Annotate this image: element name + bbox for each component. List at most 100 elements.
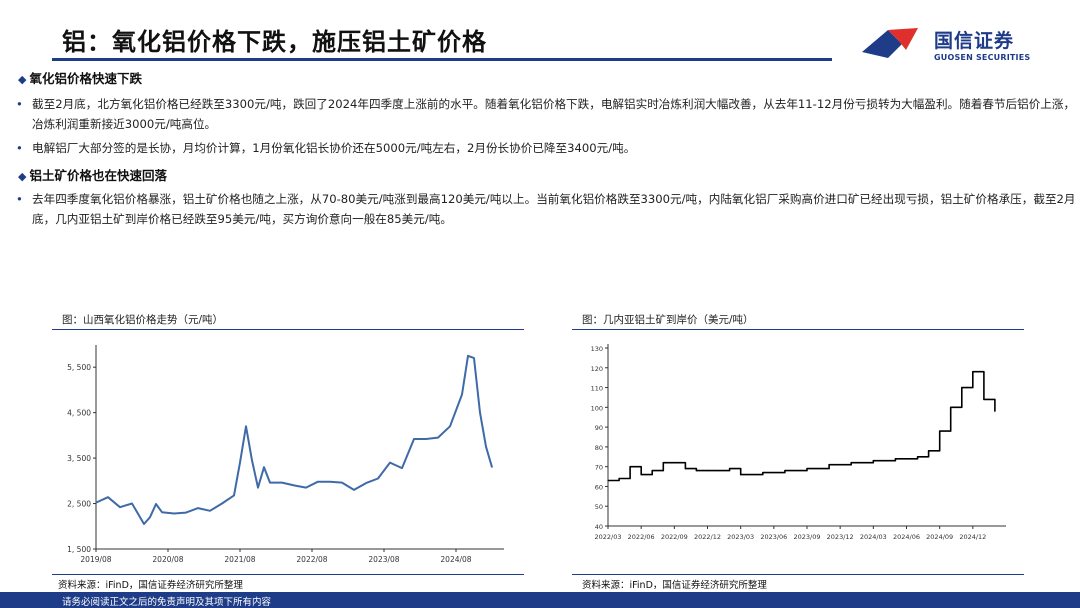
data-point: [341, 482, 343, 484]
data-point: [197, 507, 199, 509]
data-point: [185, 512, 187, 514]
bullet-dot-icon: •: [16, 192, 23, 206]
data-point: [939, 430, 941, 432]
left-chart-title-rule: [52, 329, 524, 330]
data-point: [425, 438, 427, 440]
data-point: [149, 516, 151, 518]
y-tick-label: 80: [595, 444, 603, 452]
data-point: [119, 506, 121, 508]
x-tick-label: 2022/06: [628, 533, 655, 541]
x-tick-label: 2024/09: [926, 533, 953, 541]
data-point: [377, 477, 379, 480]
x-tick-label: 2022/08: [296, 555, 327, 564]
footer-disclaimer: 请务必阅读正文之后的免责声明及其项下所有内容: [62, 597, 272, 608]
data-point: [131, 502, 133, 505]
data-point: [305, 487, 307, 489]
data-point: [917, 456, 919, 458]
data-point: [784, 470, 786, 472]
y-tick-label: 70: [595, 464, 603, 472]
data-point: [161, 511, 163, 513]
data-point: [640, 474, 642, 476]
data-point: [461, 393, 463, 396]
data-point: [251, 459, 253, 461]
bullet-text: 去年四季度氧化铝价格暴涨，铝土矿价格也随之上涨，从70-80美元/吨涨到最高12…: [32, 192, 1076, 226]
data-point: [718, 470, 720, 472]
data-point: [872, 460, 874, 462]
data-point: [618, 477, 620, 480]
y-tick-label: 4, 500: [67, 409, 91, 418]
data-point: [729, 468, 731, 470]
data-point: [828, 464, 830, 466]
page-title: 铝：氧化铝价格下跌，施压铝土矿价格: [62, 28, 487, 56]
data-point: [293, 484, 295, 486]
bullet-paragraph: • 截至2月底，北方氧化铝价格已经跌至3300元/吨，跌回了2024年四季度上涨…: [16, 94, 1076, 134]
data-point: [491, 466, 493, 468]
diamond-bullet-icon: ◆: [18, 170, 27, 183]
data-point: [972, 371, 974, 373]
data-point: [662, 462, 664, 464]
y-tick-label: 2, 500: [67, 500, 91, 509]
section-heading-text: 铝土矿价格也在快速回落: [29, 168, 167, 183]
data-point: [762, 472, 764, 474]
right-chart-title-rule: [572, 329, 1024, 330]
right-chart-source: 资料来源：iFinD，国信证券经济研究所整理: [582, 580, 767, 591]
data-point: [95, 502, 97, 504]
section-heading: ◆ 铝土矿价格也在快速回落: [18, 165, 167, 184]
left-source-rule: [52, 574, 524, 575]
y-tick-label: 60: [595, 483, 603, 491]
x-tick-label: 2023/08: [368, 555, 399, 564]
x-tick-label: 2024/08: [440, 555, 471, 564]
logo-name: 国信证券: [934, 30, 1015, 52]
x-tick-label: 2023/12: [827, 533, 854, 541]
y-tick-label: 90: [595, 424, 603, 432]
bullet-text: 截至2月底，北方氧化铝价格已经跌至3300元/吨，跌回了2024年四季度上涨前的…: [32, 97, 1076, 131]
data-point: [239, 462, 241, 464]
data-point: [281, 482, 283, 484]
series-line: [95, 354, 493, 525]
data-point: [317, 481, 319, 483]
data-point: [651, 470, 653, 472]
x-tick-label: 2023/03: [727, 533, 754, 541]
data-point: [983, 398, 985, 400]
data-point: [961, 387, 963, 389]
right-chart-title: 图：几内亚铝土矿到岸价（美元/吨）: [582, 314, 754, 326]
data-point: [389, 462, 391, 464]
data-point: [155, 503, 157, 505]
data-point: [894, 458, 896, 460]
data-point: [209, 510, 211, 512]
left-line-chart: 1, 500 2, 500 3, 500 4, 500 5, 500 2019/08 202…: [67, 345, 504, 564]
data-point: [413, 438, 415, 440]
series-line: [608, 370, 996, 482]
right-line-chart: 40 50 60 70 80 90 100 110 120 130 2022/03 2022/06 20…: [591, 344, 1006, 541]
data-point: [107, 496, 109, 498]
bullet-paragraph: • 电解铝厂大部分签的是长协，月均价计算，1月份氧化铝长协价还在5000元/吨左…: [16, 138, 1076, 158]
y-tick-label: 130: [591, 345, 603, 353]
data-point: [467, 355, 469, 357]
data-point: [695, 470, 697, 472]
title-underline: [52, 58, 832, 61]
x-tick-label: 2023/09: [793, 533, 820, 541]
data-point: [245, 425, 247, 427]
bullet-paragraph: • 去年四季度氧化铝价格暴涨，铝土矿价格也随之上涨，从70-80美元/吨涨到最高…: [16, 189, 1076, 229]
data-point: [806, 468, 808, 470]
left-chart-source: 资料来源：iFinD，国信证券经济研究所整理: [58, 580, 243, 591]
data-point: [928, 450, 930, 452]
right-source-rule: [572, 574, 1024, 575]
x-tick-label: 2024/12: [959, 533, 986, 541]
y-tick-label: 100: [591, 404, 603, 412]
data-point: [673, 462, 675, 464]
y-tick-label: 50: [595, 503, 603, 511]
y-tick-label: 3, 500: [67, 454, 91, 463]
data-point: [950, 406, 952, 408]
data-point: [269, 482, 271, 484]
y-tick-label: 120: [591, 365, 603, 373]
y-tick-label: 1, 500: [67, 545, 91, 554]
data-point: [143, 523, 145, 525]
x-tick-label: 2022/12: [694, 533, 721, 541]
x-tick-label: 2022/09: [661, 533, 688, 541]
x-tick-label: 2021/08: [224, 555, 255, 564]
x-tick-label: 2022/03: [594, 533, 621, 541]
x-tick-label: 2020/08: [152, 555, 183, 564]
x-tick-label: 2019/08: [80, 555, 111, 564]
diamond-bullet-icon: ◆: [18, 73, 27, 86]
